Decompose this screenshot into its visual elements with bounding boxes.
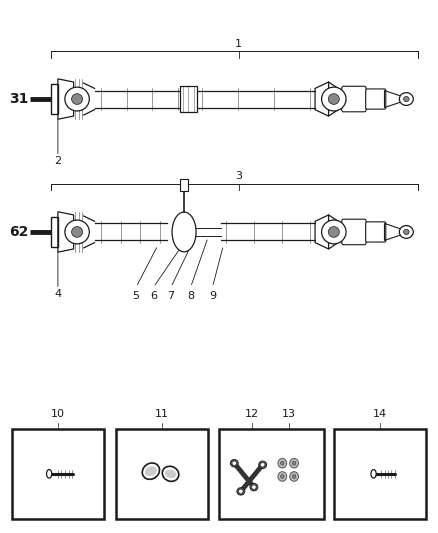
Bar bbox=[116, 429, 208, 519]
FancyBboxPatch shape bbox=[366, 222, 386, 242]
Text: 14: 14 bbox=[373, 408, 387, 418]
Text: 3: 3 bbox=[235, 172, 242, 181]
Text: 1: 1 bbox=[235, 38, 242, 49]
Ellipse shape bbox=[165, 470, 176, 478]
Ellipse shape bbox=[321, 220, 346, 244]
Ellipse shape bbox=[292, 474, 296, 478]
Text: 10: 10 bbox=[51, 408, 65, 418]
Bar bbox=[180, 86, 197, 112]
Text: 11: 11 bbox=[155, 408, 169, 418]
Ellipse shape bbox=[290, 472, 298, 481]
Ellipse shape bbox=[172, 212, 196, 252]
Ellipse shape bbox=[281, 474, 284, 478]
Ellipse shape bbox=[259, 461, 267, 469]
Text: 5: 5 bbox=[133, 292, 140, 302]
Ellipse shape bbox=[290, 458, 298, 468]
Bar bbox=[51, 84, 58, 115]
Bar bbox=[180, 179, 188, 191]
Ellipse shape bbox=[237, 488, 245, 495]
Ellipse shape bbox=[371, 470, 376, 478]
Text: 4: 4 bbox=[54, 289, 61, 300]
Bar bbox=[334, 429, 426, 519]
Text: 12: 12 bbox=[245, 408, 259, 418]
Bar bbox=[12, 429, 104, 519]
Text: 62: 62 bbox=[9, 225, 29, 239]
Ellipse shape bbox=[239, 489, 243, 494]
Ellipse shape bbox=[281, 462, 284, 465]
Text: 8: 8 bbox=[187, 292, 194, 302]
Text: 9: 9 bbox=[209, 292, 216, 302]
Text: 2: 2 bbox=[54, 157, 61, 166]
Ellipse shape bbox=[145, 466, 157, 476]
Ellipse shape bbox=[71, 227, 83, 237]
Ellipse shape bbox=[328, 227, 339, 237]
Ellipse shape bbox=[230, 459, 238, 467]
Ellipse shape bbox=[65, 220, 89, 244]
Ellipse shape bbox=[292, 462, 296, 465]
Bar bbox=[219, 429, 324, 519]
Ellipse shape bbox=[261, 463, 265, 467]
Ellipse shape bbox=[162, 466, 179, 481]
Ellipse shape bbox=[278, 458, 287, 468]
Ellipse shape bbox=[399, 93, 413, 106]
Bar bbox=[51, 216, 58, 247]
Ellipse shape bbox=[252, 485, 256, 489]
Ellipse shape bbox=[403, 96, 409, 102]
Ellipse shape bbox=[232, 461, 237, 465]
Ellipse shape bbox=[321, 87, 346, 111]
FancyBboxPatch shape bbox=[342, 86, 366, 112]
Text: 6: 6 bbox=[150, 292, 157, 302]
Ellipse shape bbox=[399, 225, 413, 238]
Ellipse shape bbox=[46, 470, 52, 478]
FancyBboxPatch shape bbox=[366, 89, 386, 109]
Ellipse shape bbox=[71, 94, 83, 104]
Text: 13: 13 bbox=[282, 408, 296, 418]
Text: 31: 31 bbox=[9, 92, 29, 106]
Ellipse shape bbox=[328, 94, 339, 104]
Ellipse shape bbox=[250, 483, 258, 491]
Text: 7: 7 bbox=[167, 292, 174, 302]
FancyBboxPatch shape bbox=[342, 219, 366, 245]
Ellipse shape bbox=[403, 229, 409, 235]
Ellipse shape bbox=[65, 87, 89, 111]
Ellipse shape bbox=[278, 472, 287, 481]
Ellipse shape bbox=[142, 463, 159, 479]
